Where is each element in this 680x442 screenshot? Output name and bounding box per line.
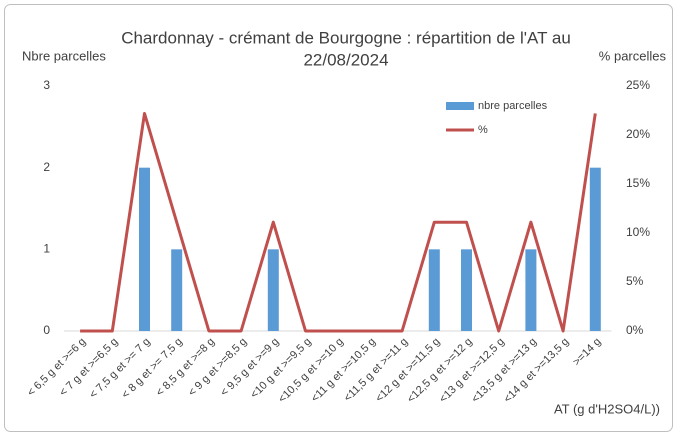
line — [80, 111, 597, 333]
y2-tick-label: 0% — [626, 323, 644, 337]
y2-tick-label: 10% — [626, 225, 650, 239]
y2-tick-label: 20% — [626, 127, 650, 141]
bar — [267, 249, 279, 331]
y-tick-label: 3 — [43, 78, 50, 92]
y-axis-label: Nbre parcelles — [22, 48, 106, 63]
bar — [461, 249, 472, 331]
y2-tick-label: 15% — [626, 176, 650, 190]
y2-axis-label: % parcelles — [599, 48, 667, 63]
y-tick-label: 2 — [43, 160, 50, 174]
chart-title: 22/08/2024 — [303, 50, 388, 69]
chart-title: Chardonnay - crémant de Bourgogne : répa… — [121, 28, 571, 47]
x-axis-label: AT (g d'H2SO4/L)) — [554, 401, 660, 416]
bar — [428, 249, 440, 331]
y-tick-label: 1 — [43, 242, 50, 256]
bar — [171, 249, 183, 331]
bar — [589, 167, 601, 331]
legend-swatch — [446, 102, 474, 110]
legend-label: % — [478, 124, 488, 136]
y2-tick-label: 25% — [626, 78, 650, 92]
bar — [139, 167, 150, 331]
bar — [525, 249, 537, 331]
y2-tick-label: 5% — [626, 274, 644, 288]
y-tick-label: 0 — [43, 323, 50, 337]
legend-label: nbre parcelles — [478, 100, 548, 112]
